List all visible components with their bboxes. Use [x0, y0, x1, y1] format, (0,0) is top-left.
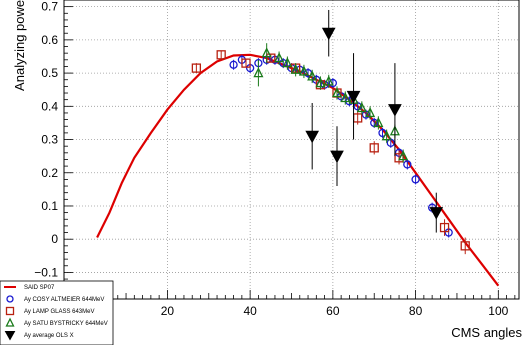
data-point [398, 150, 409, 161]
axis-ticks [64, 0, 516, 299]
y-tick-label: 0.7 [41, 0, 58, 14]
legend-marker [5, 317, 15, 327]
legend-label: SAID SP07 [24, 285, 55, 291]
data-point [381, 130, 392, 141]
x-tick-label: 60 [326, 304, 340, 318]
data-point [282, 57, 293, 68]
data-point [346, 90, 361, 104]
legend-label: Ay LAMP GLASS 643MeV [24, 309, 94, 315]
legend: SAID SP07 Ay COSY ALTMEIER 644MeV Ay LAMP … [0, 280, 114, 345]
y-tick-label: 0.5 [41, 66, 58, 80]
data-point [298, 65, 309, 76]
x-tick-label: 40 [243, 304, 257, 318]
data-point [305, 130, 320, 144]
y-tick-label: 0.1 [41, 199, 58, 213]
data-point [307, 70, 318, 81]
data-point [290, 63, 301, 74]
data-point [373, 116, 384, 128]
data-point [356, 102, 367, 113]
series-line [96, 53, 500, 287]
series-circle [229, 54, 453, 238]
data-point [216, 50, 226, 60]
series-triangle [253, 43, 409, 163]
legend-marker [6, 295, 14, 303]
data-point [460, 241, 470, 251]
grid [64, 0, 519, 299]
data-point [411, 175, 420, 184]
x-tick-label: 100 [488, 304, 508, 318]
data-point [331, 87, 343, 98]
data-point [315, 77, 326, 88]
data-point [261, 47, 272, 58]
data-point [429, 207, 444, 220]
data-point [321, 27, 336, 41]
y-tick-label: 0.2 [41, 166, 58, 180]
data-point [369, 143, 379, 153]
data-point [323, 75, 334, 86]
y-tick-label: 0 [51, 232, 58, 246]
data-point [330, 150, 344, 164]
y-axis-label: Analyzing powers [12, 0, 27, 91]
x-tick-label: 80 [409, 304, 423, 318]
data-point [388, 104, 402, 117]
data-point [191, 63, 202, 73]
data-point [439, 222, 450, 233]
tick-labels: 20 40 60 80 100 −0.1 0 0.1 0.2 0.3 0.4 0.5 0.6 0.7 [34, 0, 508, 318]
x-axis-label: CMS angles [451, 325, 522, 340]
data-point [403, 160, 412, 169]
plot-frame [63, 0, 520, 300]
y-tick-label: 0.3 [41, 133, 58, 147]
legend-label: Ay COSY ALTMEIER 644MeV [24, 297, 104, 303]
series-triangle-down [305, 9, 444, 233]
legend-box [0, 280, 114, 345]
data-series [96, 9, 500, 287]
data-point [340, 92, 351, 103]
y-tick-label: 0.6 [41, 33, 58, 47]
data-point [229, 60, 238, 69]
legend-label: Ay average OLS X [24, 333, 74, 339]
data-point [274, 52, 285, 63]
data-point [241, 58, 251, 68]
legend-marker [4, 331, 16, 341]
data-point [253, 67, 264, 78]
said-sp07-curve [96, 53, 500, 287]
x-tick-label: 20 [161, 304, 175, 318]
y-tick-label: 0.4 [41, 99, 58, 113]
data-point [328, 78, 338, 88]
plot-border [63, 0, 520, 300]
legend-marker [5, 306, 15, 316]
data-point [365, 107, 376, 118]
y-tick-label: −0.1 [34, 265, 58, 279]
legend-label: Ay SATU BYSTRICKY 644MeV [24, 321, 108, 327]
